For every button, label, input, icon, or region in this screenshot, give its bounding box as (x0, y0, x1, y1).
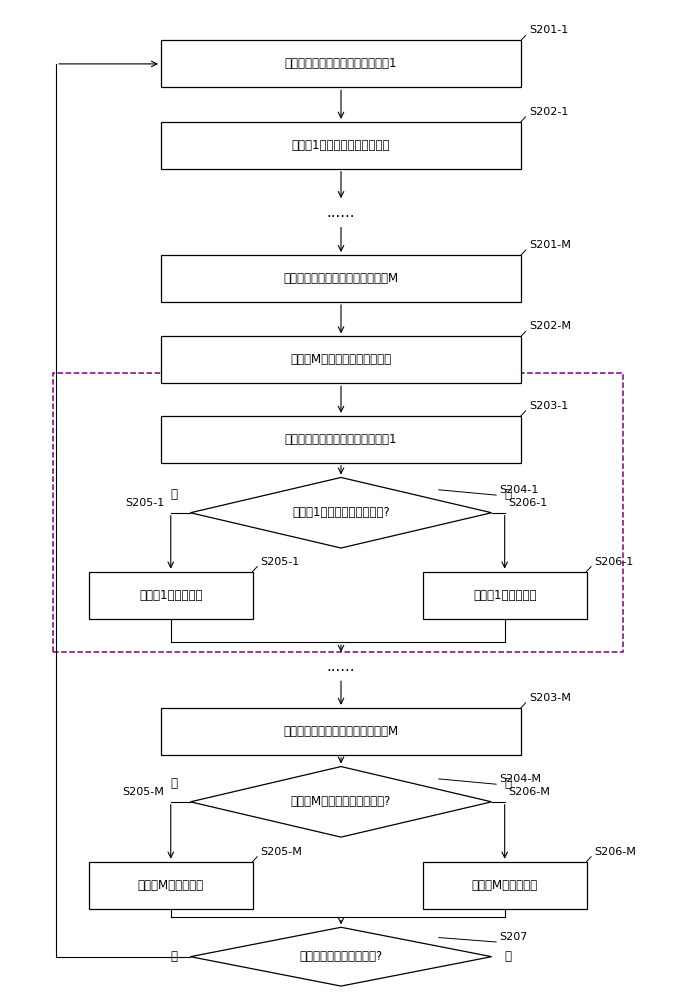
Text: 室内机1回复长报文: 室内机1回复长报文 (139, 589, 203, 602)
Text: 否: 否 (505, 777, 512, 790)
Polygon shape (190, 767, 492, 837)
FancyBboxPatch shape (423, 862, 587, 909)
Text: S203-M: S203-M (529, 693, 571, 703)
Text: 是: 是 (170, 488, 177, 501)
Text: S202-M: S202-M (529, 321, 571, 331)
Text: S203-1: S203-1 (529, 401, 568, 411)
Text: S205-M: S205-M (122, 787, 164, 797)
FancyBboxPatch shape (89, 862, 252, 909)
Text: 室内机M回复短报文: 室内机M回复短报文 (472, 879, 537, 892)
Text: S202-1: S202-1 (529, 107, 568, 117)
Text: S206-M: S206-M (508, 787, 550, 797)
Text: S207: S207 (499, 932, 528, 942)
FancyBboxPatch shape (161, 122, 521, 169)
FancyBboxPatch shape (161, 708, 521, 755)
Text: 室外机发送普通查询命令给室内机1: 室外机发送普通查询命令给室内机1 (285, 433, 397, 446)
Text: 室内机1将长报文回复给室外机: 室内机1将长报文回复给室外机 (292, 139, 390, 152)
Text: S206-1: S206-1 (595, 557, 634, 567)
Text: 室内机M将长报文回复给室外机: 室内机M将长报文回复给室外机 (291, 353, 391, 366)
Text: S205-M: S205-M (261, 847, 302, 857)
FancyBboxPatch shape (161, 255, 521, 302)
Text: ......: ...... (327, 205, 355, 220)
Polygon shape (190, 477, 492, 548)
Text: S206-1: S206-1 (508, 498, 547, 508)
FancyBboxPatch shape (161, 416, 521, 463)
Text: 室内机M的状态信息发生变化?: 室内机M的状态信息发生变化? (291, 795, 391, 808)
Text: 室外机发送强制查询命令?: 室外机发送强制查询命令? (299, 950, 383, 963)
Text: 室内机1的状态信息发生变化?: 室内机1的状态信息发生变化? (292, 506, 390, 519)
Text: S201-M: S201-M (529, 240, 571, 250)
FancyBboxPatch shape (89, 572, 252, 619)
Text: S206-M: S206-M (595, 847, 636, 857)
FancyBboxPatch shape (423, 572, 587, 619)
Text: S204-M: S204-M (499, 774, 542, 784)
Polygon shape (190, 927, 492, 986)
Text: 室外机发送强制查询命令给室内机M: 室外机发送强制查询命令给室内机M (284, 272, 398, 285)
Text: 是: 是 (170, 777, 177, 790)
Text: S204-1: S204-1 (499, 485, 539, 495)
Text: 是: 是 (170, 950, 177, 963)
Text: 否: 否 (505, 488, 512, 501)
Text: ......: ...... (327, 659, 355, 674)
Text: 室外机发送强制查询命令给室内机1: 室外机发送强制查询命令给室内机1 (285, 57, 397, 70)
Text: S205-1: S205-1 (125, 498, 164, 508)
Text: 室内机M回复长报文: 室内机M回复长报文 (138, 879, 204, 892)
FancyBboxPatch shape (161, 40, 521, 87)
Text: 否: 否 (505, 950, 512, 963)
Text: 室外机发送普通查询命令给室内机M: 室外机发送普通查询命令给室内机M (284, 725, 398, 738)
Text: S201-1: S201-1 (529, 25, 568, 35)
FancyBboxPatch shape (161, 336, 521, 383)
Text: S205-1: S205-1 (261, 557, 299, 567)
Text: 室内机1回复短报文: 室内机1回复短报文 (473, 589, 537, 602)
